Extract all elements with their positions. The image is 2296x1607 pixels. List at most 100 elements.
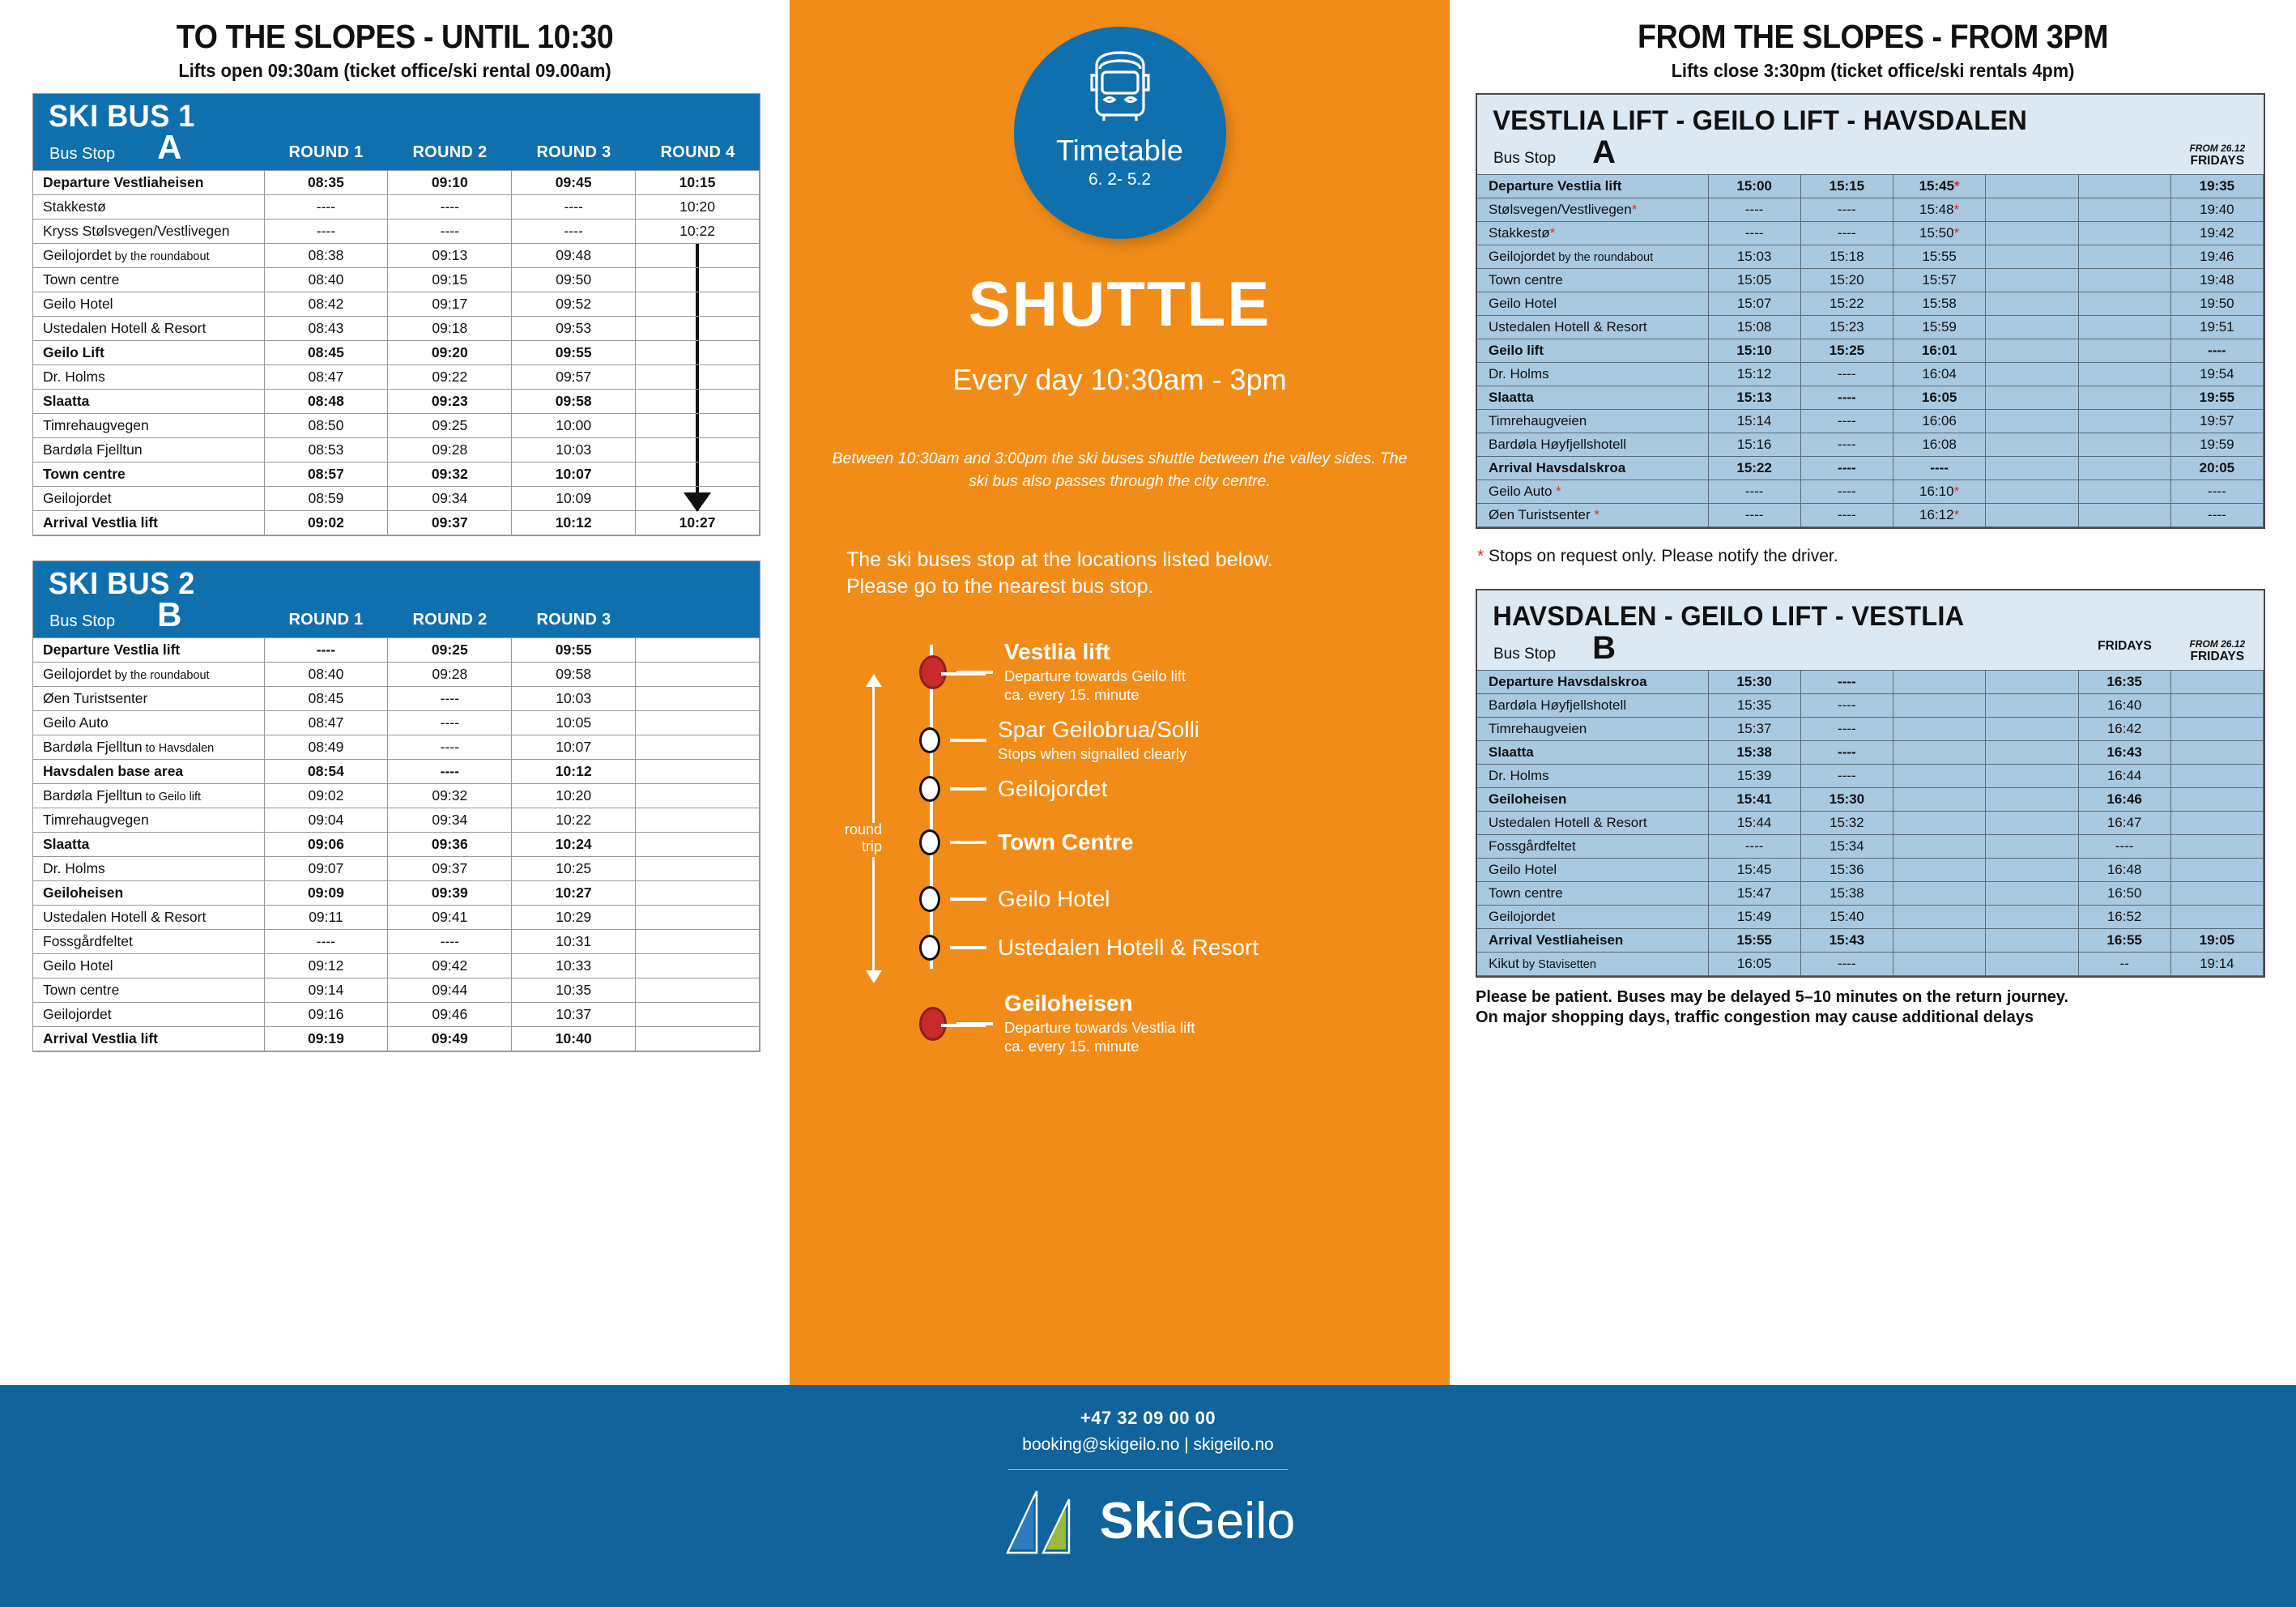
stop-name: Departure Havsdalskroa [1477,670,1709,694]
time-cell: ---- [263,929,389,954]
table-row: Slaatta 09:06 09:36 10:24 [33,832,760,857]
time-cell: 08:48 [263,389,389,414]
time-cell: ---- [1800,409,1894,433]
right-section-header: FROM THE SLOPES - FROM 3PM Lifts close 3… [1450,0,2296,93]
time-cell [1985,315,2079,339]
time-cell [2170,881,2264,906]
footer-phone[interactable]: +47 32 09 00 00 [1080,1408,1216,1428]
continuation-arrow-line [696,244,700,267]
time-cell [1985,268,2079,292]
time-cell: 15:47 [1707,881,1801,906]
time-cell: 08:47 [263,710,389,735]
table-row: Bardøla Fjelltun to Havsdalen 08:49 ---- 10… [33,735,760,760]
bus-stop-letter: B [157,595,182,633]
table-row: Stølsvegen/Vestlivegen* ---- ---- 15:48* 19:… [1477,198,2264,222]
time-cell: ---- [1707,480,1801,504]
time-cell [2077,292,2171,316]
table-row: Arrival Vestliaheisen 15:55 15:43 16:55 19:0… [1477,928,2264,953]
time-cell: 10:05 [511,710,637,735]
time-cell: 19:46 [2170,245,2264,269]
route-stop-name: Vestlia lift [1004,639,1110,665]
time-cell [1985,717,2079,741]
route-stop: Geilo Hotel [919,886,1110,913]
time-cell [1985,670,2079,694]
time-cell: 15:40 [1800,905,1894,929]
time-cell: ---- [387,929,513,954]
time-cell [2170,717,2264,741]
time-cell: 10:35 [511,978,637,1003]
stop-name: Geiloheisen [33,880,265,906]
time-cell: 08:53 [263,437,389,462]
time-cell: 15:05 [1707,268,1801,292]
stop-name: Town centre [33,462,265,487]
time-cell: 19:05 [2170,928,2264,953]
time-cell: ---- [1707,503,1801,527]
time-cell: 19:54 [2170,362,2264,386]
time-cell [2170,740,2264,765]
timetable-badge: Timetable 6. 2- 5.2 [1013,27,1226,239]
table-row: Dr. Holms 15:12 ---- 16:04 19:54 [1477,362,2264,386]
time-cell: 09:12 [263,953,389,978]
time-cell: 19:59 [2170,433,2264,457]
time-cell [1985,787,2079,812]
time-cell: 09:41 [387,905,513,930]
route-connector-dash [950,841,986,845]
time-cell: 16:04 [1892,362,1987,386]
footer-contact[interactable]: booking@skigeilo.no | skigeilo.no [1022,1435,1274,1454]
bus-stop-letter: B [1592,630,1616,666]
time-cell: 09:34 [387,808,513,833]
table-row: Timrehaugveien 15:37 ---- 16:42 [1477,717,2264,741]
column-header [2078,143,2170,168]
continuation-arrow-line [696,365,700,389]
column-header: ROUND 2 [412,143,488,161]
table-row: Ustedalen Hotell & Resort 15:44 15:32 16:47 [1477,811,2264,835]
route-connector-dash [950,897,986,902]
time-cell: 19:42 [2170,221,2264,245]
time-cell: 09:52 [511,292,637,317]
time-cell [1985,503,2079,527]
time-cell: ---- [1800,221,1894,245]
time-cell: 09:46 [387,1002,513,1027]
route-arrow-up-head [866,674,882,688]
time-cell: 09:32 [387,462,513,487]
table-a-header: VESTLIA LIFT - GEILO LIFT - HAVSDALEN Bu… [1477,95,2264,174]
time-cell [1985,740,2079,765]
time-cell: 10:31 [511,929,637,954]
time-cell [2077,433,2171,457]
stop-name: Slaatta [33,389,265,414]
time-cell: 15:18 [1800,245,1894,269]
stop-name: Ustedalen Hotell & Resort [33,316,265,341]
time-cell: 15:45 [1707,858,1801,882]
time-cell: 09:04 [263,808,389,833]
asterisk-icon: * [1477,547,1485,565]
time-cell [2170,693,2264,718]
time-cell [1892,905,1987,929]
table-row: Ustedalen Hotell & Resort 15:08 15:23 15:59… [1477,315,2264,339]
continuation-arrow-line [696,292,700,316]
time-cell: 09:49 [387,1026,513,1051]
column-header [1986,143,2078,168]
table-row: Fossgårdfeltet ---- ---- 10:31 [33,929,760,954]
column-header [1800,639,1893,663]
stop-name: Town centre [33,978,265,1003]
column-header [1708,143,1800,168]
time-cell: 09:50 [511,267,637,292]
time-cell: 15:15 [1800,174,1894,198]
time-cell: ---- [1800,362,1894,386]
time-cell [2077,174,2171,198]
time-cell [635,929,760,954]
time-cell: 09:06 [263,832,389,857]
time-cell: 16:35 [2077,670,2171,694]
table-row: Geiloheisen 09:09 09:39 10:27 [33,880,760,906]
time-cell: 09:23 [387,389,513,414]
time-cell: 09:25 [387,413,513,438]
time-cell: 09:18 [387,316,513,341]
stop-name: Dr. Holms [1477,362,1709,386]
table-row: Havsdalen base area 08:54 ---- 10:12 [33,759,760,784]
table-row: Arrival Vestlia lift 09:02 09:37 10:12 10:27 [33,510,760,535]
time-cell: 19:35 [2170,174,2264,198]
table-row: Øen Turistsenter 08:45 ---- 10:03 [33,686,760,711]
time-cell: 08:40 [263,267,389,292]
route-connector-dash [950,787,986,791]
time-cell: 15:38 [1707,740,1801,765]
